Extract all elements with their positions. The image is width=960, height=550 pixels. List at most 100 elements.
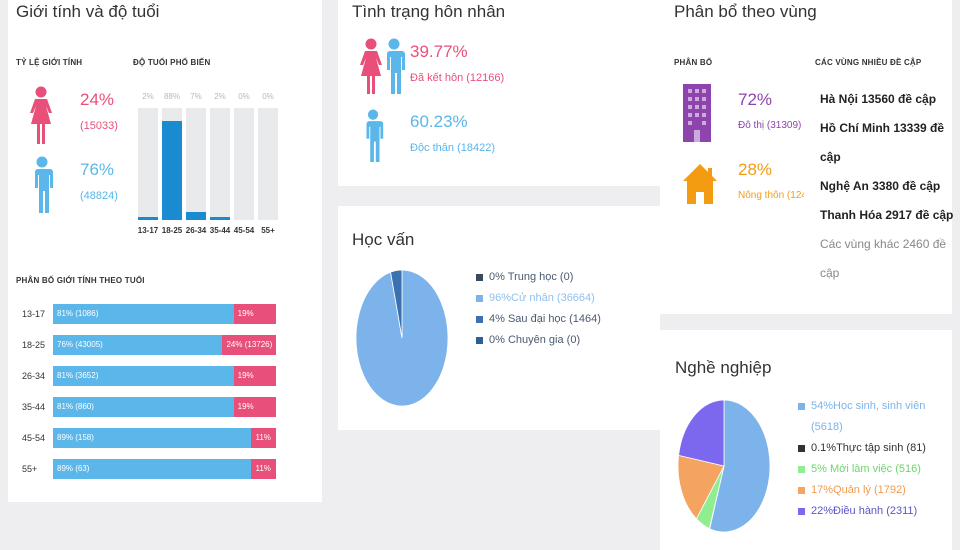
married-pct: 39.77%: [410, 42, 468, 61]
age-col-range: 18-25: [161, 226, 183, 235]
house-icon: [683, 164, 717, 204]
occupation-pie-slice: [709, 399, 771, 533]
dist-row-male: 89% (158): [53, 428, 252, 448]
dist-row-age: 18-25: [22, 340, 46, 350]
occupation-legend-item: 5% Mới làm việc (516): [798, 463, 921, 475]
couple-icon: [360, 38, 405, 94]
age-col-bar: [258, 108, 278, 220]
age-col-pct: 2%: [142, 92, 154, 101]
married-label: Đã kết hôn (12166): [410, 72, 505, 84]
occupation-legend-text: 22%Điều hành (2311): [811, 505, 918, 517]
single-icon: [365, 109, 384, 162]
single-pct: 60.23%: [410, 112, 468, 131]
top-regions-label: CÁC VÙNG NHIỀU ĐỀ CẬP: [815, 58, 922, 67]
region-item: Hà Nội 13560 đề cập: [820, 92, 937, 106]
occupation-legend-text: 54%Học sinh, sinh viên: [811, 400, 926, 412]
age-col-range: 45-54: [233, 226, 255, 235]
education-legend-item: 0% Trung học (0): [476, 271, 573, 283]
dist-row-bar: 76% (43005) 24% (13726): [53, 335, 276, 355]
age-col-bar: [138, 108, 158, 220]
region-item: Thanh Hóa 2917 đề cập: [820, 208, 954, 222]
region-item: cập: [820, 150, 841, 164]
age-col-range: 13-17: [137, 226, 159, 235]
occupation-legend-item: 0.1%Thực tập sinh (81): [798, 442, 926, 454]
female-pct: 24%: [80, 90, 115, 109]
dist-row-female: 11%: [251, 428, 276, 448]
dist-row-age: 55+: [22, 464, 38, 474]
dist-row-bar: 81% (860) 19%: [53, 397, 276, 417]
single-label: Độc thân (18422): [410, 142, 495, 154]
occupation-legend-item: 54%Học sinh, sinh viên: [798, 400, 925, 412]
dist-row-female: 11%: [251, 459, 276, 479]
occupation-legend-swatch: [798, 486, 805, 494]
education-pie-slice: [390, 269, 403, 339]
age-col-range: 26-34: [185, 226, 207, 235]
dist-row-age: 35-44: [22, 402, 46, 412]
male-pct: 76%: [80, 160, 115, 179]
occupation-legend-text: (5618): [811, 421, 843, 433]
age-col-fill: [186, 212, 206, 220]
dist-row-age: 13-17: [22, 309, 46, 319]
dist-row-female: 24% (13726): [222, 335, 276, 355]
education-pie-chart: [355, 269, 449, 407]
region-item: cập: [820, 266, 840, 280]
education-legend-text: 96%Cử nhân (36664): [489, 292, 595, 304]
region-dist-label: PHÂN BỔ: [674, 58, 713, 67]
region-title: Phân bổ theo vùng: [674, 2, 817, 21]
male-count: (48824): [80, 190, 118, 202]
dist-row-age: 26-34: [22, 371, 46, 381]
occupation-pie-slice: [677, 454, 725, 520]
age-col-fill: [162, 121, 182, 220]
dist-row-bar: 89% (63) 11%: [53, 459, 276, 479]
age-col-range: 55+: [261, 226, 275, 235]
age-col-pct: 2%: [214, 92, 226, 101]
education-legend-text: 0% Chuyên gia (0): [489, 334, 581, 346]
education-title: Học vấn: [352, 230, 415, 249]
male-icon: [34, 156, 53, 213]
age-col-bar: [234, 108, 254, 220]
occupation-pie-chart: [677, 399, 771, 533]
age-col-bar: [210, 108, 230, 220]
age-col-pct: 0%: [262, 92, 274, 101]
age-col-pct: 0%: [238, 92, 250, 101]
age-col-bar: [186, 108, 206, 220]
occupation-legend-text: 17%Quản lý (1792): [811, 484, 906, 496]
rural-pct: 28%: [738, 160, 773, 179]
dist-row-female: 19%: [233, 366, 276, 386]
dist-row-male: 81% (860): [53, 397, 234, 417]
region-item: Hồ Chí Minh 13339 đề: [820, 121, 945, 135]
dist-row-bar: 89% (158) 11%: [53, 428, 276, 448]
gender-dist-label: PHÂN BỐ GIỚI TÍNH THEO TUỔI: [16, 276, 145, 285]
occupation-legend-item: 22%Điều hành (2311): [798, 505, 917, 517]
occupation-legend-item: 17%Quản lý (1792): [798, 484, 906, 496]
education-legend-swatch: [476, 336, 483, 344]
female-count: (15033): [80, 120, 118, 132]
urban-label: Đô thị (31309): [738, 120, 802, 131]
urban-pct: 72%: [738, 90, 773, 109]
age-col-pct: 88%: [163, 92, 180, 101]
age-col-range: 35-44: [209, 226, 231, 235]
education-legend-item: 96%Cử nhân (36664): [476, 292, 595, 304]
occupation-pie-slice: [678, 399, 725, 467]
occupation-legend-text: 5% Mới làm việc (516): [811, 463, 921, 475]
dist-row-bar: 81% (3652) 19%: [53, 366, 276, 386]
marital-title: Tình trạng hôn nhân: [352, 2, 506, 21]
dist-row-female: 19%: [233, 397, 276, 417]
age-col-pct: 7%: [190, 92, 202, 101]
occupation-legend-swatch: [798, 465, 805, 473]
occupation-legend-swatch: [798, 507, 805, 515]
age-col-fill: [210, 217, 230, 220]
age-col-fill: [138, 217, 158, 220]
dist-row-age: 45-54: [22, 433, 46, 443]
education-legend-swatch: [476, 273, 483, 281]
building-icon: [683, 84, 711, 142]
dist-row-male: 76% (43005): [53, 335, 223, 355]
dist-row-female: 19%: [233, 304, 276, 324]
female-icon: [30, 86, 52, 144]
education-legend-item: 4% Sau đại học (1464): [476, 313, 601, 325]
education-legend-text: 0% Trung học (0): [489, 271, 574, 283]
gender-age-title: Giới tính và độ tuổi: [16, 2, 160, 21]
region-item: Các vùng khác 2460 đề: [820, 237, 947, 251]
region-item: Nghệ An 3380 đề cập: [820, 179, 941, 193]
rural-label: Nông thôn (124: [738, 190, 804, 201]
